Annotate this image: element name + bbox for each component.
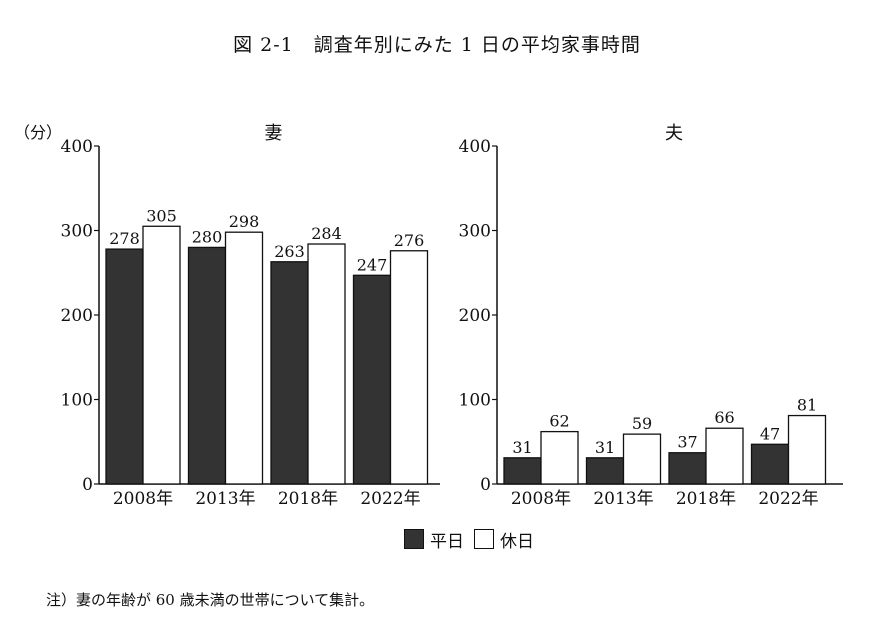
legend: 平日 休日 <box>404 527 544 552</box>
y-tick-label: 300 <box>61 222 93 242</box>
chart-title: 図 2-1 調査年別にみた 1 日の平均家事時間 <box>233 34 641 56</box>
y-tick-label: 300 <box>459 222 491 242</box>
panel-title: 夫 <box>665 123 683 144</box>
y-tick-label: 0 <box>82 475 93 495</box>
bar-value-label: 31 <box>595 438 615 457</box>
x-tick-label: 2008年 <box>511 489 571 509</box>
bar <box>270 261 309 485</box>
bar <box>705 427 744 485</box>
bar <box>787 414 827 485</box>
y-tick-label: 100 <box>459 391 491 411</box>
bar-value-label: 37 <box>677 433 697 452</box>
bar <box>352 274 392 485</box>
y-tick-label: 400 <box>459 137 491 157</box>
bar-value-label: 263 <box>274 242 305 261</box>
y-tick-label: 100 <box>61 391 93 411</box>
x-tick-label: 2022年 <box>758 489 818 509</box>
bar-value-label: 59 <box>632 414 652 433</box>
bar-value-label: 298 <box>229 212 260 231</box>
bar-value-label: 278 <box>109 229 140 248</box>
bar <box>503 457 542 485</box>
bar <box>668 452 707 485</box>
bar-value-label: 31 <box>512 438 532 457</box>
bar <box>307 243 346 485</box>
bar <box>585 457 625 485</box>
bar <box>540 430 579 485</box>
y-tick-label: 400 <box>61 137 93 157</box>
bar-value-label: 47 <box>760 424 780 443</box>
bar <box>622 433 662 485</box>
bar-value-label: 280 <box>192 227 223 246</box>
bar <box>389 250 429 485</box>
bar-value-label: 305 <box>146 206 177 225</box>
x-tick-label: 2018年 <box>278 489 338 509</box>
y-tick-label: 200 <box>459 306 491 326</box>
bar-value-label: 66 <box>714 408 734 427</box>
bar-value-label: 284 <box>311 224 342 243</box>
x-tick-label: 2018年 <box>676 489 736 509</box>
x-tick-label: 2022年 <box>360 489 420 509</box>
x-tick-label: 2013年 <box>593 489 653 509</box>
legend-label-weekday: 平日 <box>430 531 464 552</box>
bar <box>224 231 264 485</box>
bar <box>187 246 227 485</box>
legend-label-holiday: 休日 <box>500 531 534 552</box>
x-tick-label: 2008年 <box>113 489 173 509</box>
x-tick-label: 2013年 <box>195 489 255 509</box>
y-tick-label: 200 <box>61 306 93 326</box>
bar-value-label: 81 <box>797 396 817 415</box>
legend-swatch-holiday <box>474 529 494 549</box>
y-unit-label: （分） <box>14 123 62 142</box>
bar-value-label: 247 <box>357 255 388 274</box>
legend-item-holiday: 休日 <box>474 527 534 552</box>
bar-value-label: 276 <box>394 231 425 250</box>
legend-swatch-weekday <box>404 529 424 549</box>
bar <box>142 225 181 485</box>
panel-title: 妻 <box>265 123 283 144</box>
bar <box>105 248 144 485</box>
bar-value-label: 62 <box>549 412 569 431</box>
footnote: 注）妻の年齢が 60 歳未満の世帯について集計。 <box>46 591 375 609</box>
y-tick-label: 0 <box>480 475 491 495</box>
legend-item-weekday: 平日 <box>404 527 464 552</box>
bar <box>750 443 790 485</box>
